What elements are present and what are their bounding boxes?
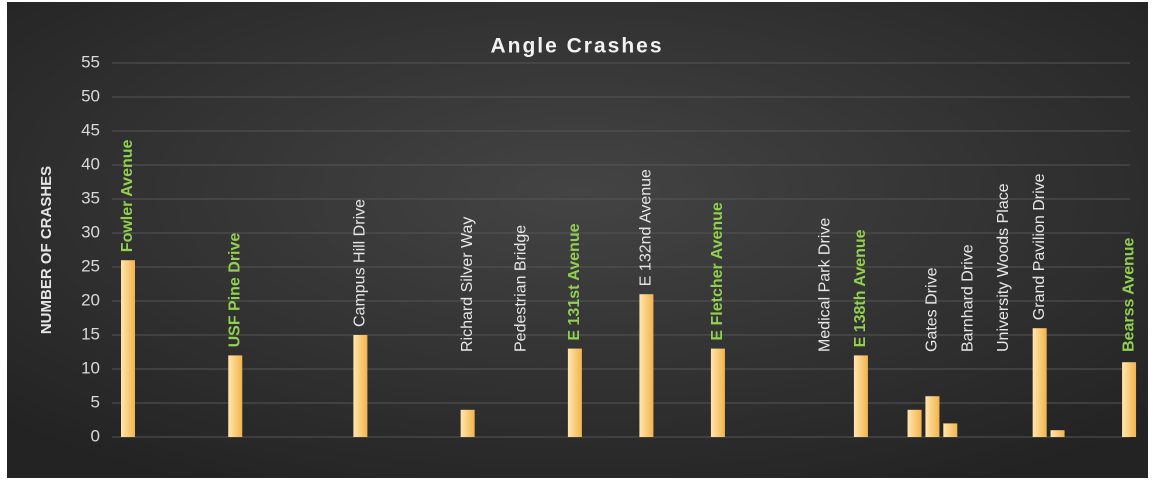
bar-category-label: Bearss Avenue bbox=[1120, 237, 1137, 352]
bar bbox=[925, 396, 940, 437]
bar-category-label: USF Pine Drive bbox=[226, 233, 243, 348]
bar bbox=[460, 409, 475, 437]
y-tick-label: 10 bbox=[81, 358, 100, 377]
bar-category-label: Grand Pavilion Drive bbox=[1031, 173, 1048, 320]
y-axis-label: NUMBER OF CRASHES bbox=[38, 166, 55, 334]
y-tick-label: 25 bbox=[81, 256, 100, 275]
y-tick-label: 20 bbox=[81, 290, 100, 309]
bar bbox=[853, 355, 868, 437]
bar bbox=[1032, 328, 1047, 437]
y-tick-label: 40 bbox=[81, 154, 100, 173]
bar bbox=[907, 409, 922, 437]
bar bbox=[228, 355, 243, 437]
y-tick-label: 5 bbox=[91, 392, 100, 411]
bar-category-label: Medical Park Drive bbox=[816, 218, 833, 352]
bar-category-label: Fowler Avenue bbox=[119, 139, 136, 252]
bar-category-label: E 138th Avenue bbox=[852, 229, 869, 347]
bar-category-label: E 132nd Avenue bbox=[638, 169, 655, 286]
bar-category-label: Campus Hill Drive bbox=[352, 199, 369, 327]
bar bbox=[353, 335, 368, 437]
bar-category-label: Richard Silver Way bbox=[459, 217, 476, 352]
bar-category-label: E 131st Avenue bbox=[566, 223, 583, 340]
bar bbox=[121, 260, 135, 437]
y-tick-label: 45 bbox=[81, 120, 100, 139]
y-tick-label: 30 bbox=[81, 222, 100, 241]
bar bbox=[639, 294, 654, 437]
bar bbox=[943, 423, 958, 437]
bar-category-label: Pedestrian Bridge bbox=[512, 225, 529, 352]
bar bbox=[1050, 430, 1065, 437]
bar-category-label: Barnhard Drive bbox=[959, 244, 976, 352]
y-tick-label: 35 bbox=[81, 188, 100, 207]
bar-category-label: Gates Drive bbox=[924, 267, 941, 352]
bar-category-label: E Fletcher Avenue bbox=[709, 202, 726, 341]
chart-title: Angle Crashes bbox=[490, 35, 663, 58]
bar bbox=[1122, 362, 1137, 437]
y-tick-label: 15 bbox=[81, 324, 100, 343]
bar bbox=[567, 348, 582, 437]
y-tick-label: 0 bbox=[91, 426, 100, 445]
y-tick-label: 50 bbox=[81, 86, 100, 105]
bar-category-label: University Woods Place bbox=[995, 183, 1012, 352]
y-tick-label: 55 bbox=[81, 52, 100, 71]
bar bbox=[710, 348, 725, 437]
